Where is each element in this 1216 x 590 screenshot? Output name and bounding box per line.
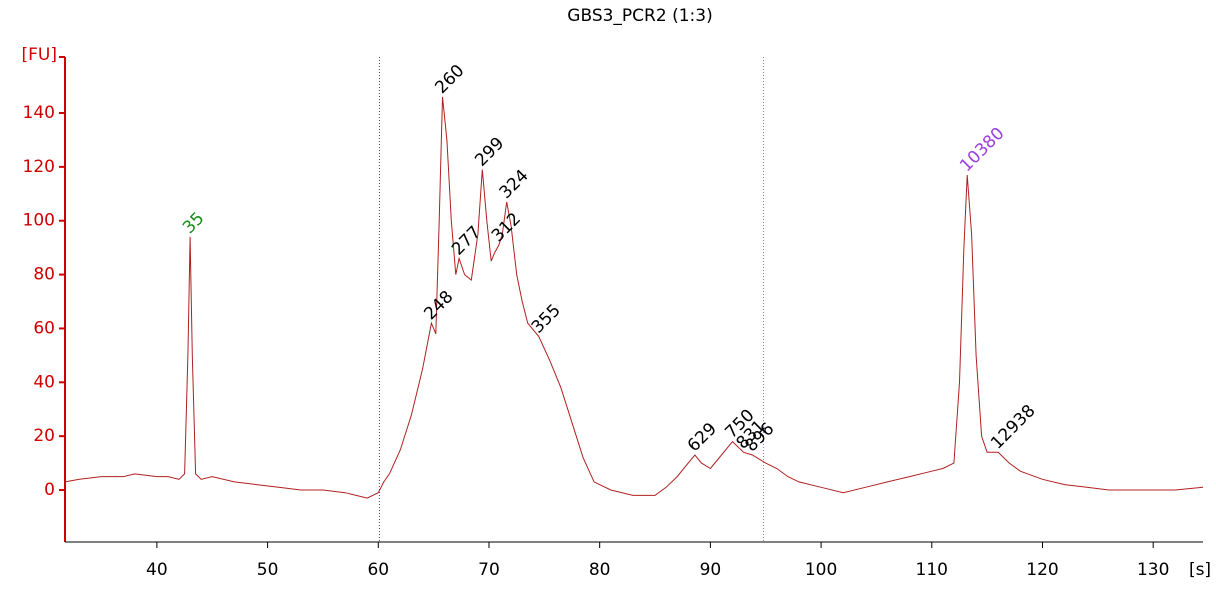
peak-label: 629 <box>684 419 721 456</box>
peak-label: 324 <box>496 166 533 203</box>
x-tick-label: 80 <box>589 560 611 580</box>
x-tick-label: 60 <box>367 560 389 580</box>
x-axis-label: [s] <box>1189 560 1211 580</box>
peak-label: 299 <box>471 134 508 171</box>
y-tick-label: 40 <box>33 372 55 392</box>
x-tick-label: 130 <box>1137 560 1169 580</box>
x-tick-label: 40 <box>146 560 168 580</box>
chart-title: GBS3_PCR2 (1:3) <box>567 6 712 26</box>
x-tick-label: 120 <box>1026 560 1058 580</box>
x-tick-label: 100 <box>805 560 837 580</box>
x-tick-label: 90 <box>700 560 722 580</box>
peak-label: 260 <box>431 61 468 98</box>
peak-label: 35 <box>179 209 208 238</box>
y-axis-label: [FU] <box>22 45 58 65</box>
x-tick-label: 50 <box>257 560 279 580</box>
peak-label: 312 <box>488 209 525 246</box>
y-tick-label: 0 <box>44 480 55 500</box>
y-tick-label: 80 <box>33 265 55 285</box>
y-tick-label: 100 <box>23 211 55 231</box>
y-tick-label: 120 <box>23 157 55 177</box>
x-tick-label: 110 <box>916 560 948 580</box>
peak-label: 12938 <box>987 401 1039 453</box>
x-tick-label: 70 <box>478 560 500 580</box>
y-tick-label: 140 <box>23 103 55 123</box>
trace <box>64 96 1204 499</box>
peak-label: 10380 <box>956 124 1008 176</box>
peak-label: 248 <box>420 287 457 324</box>
y-tick-label: 60 <box>33 318 55 338</box>
peak-label: 355 <box>528 301 565 338</box>
y-tick-label: 20 <box>33 426 55 446</box>
